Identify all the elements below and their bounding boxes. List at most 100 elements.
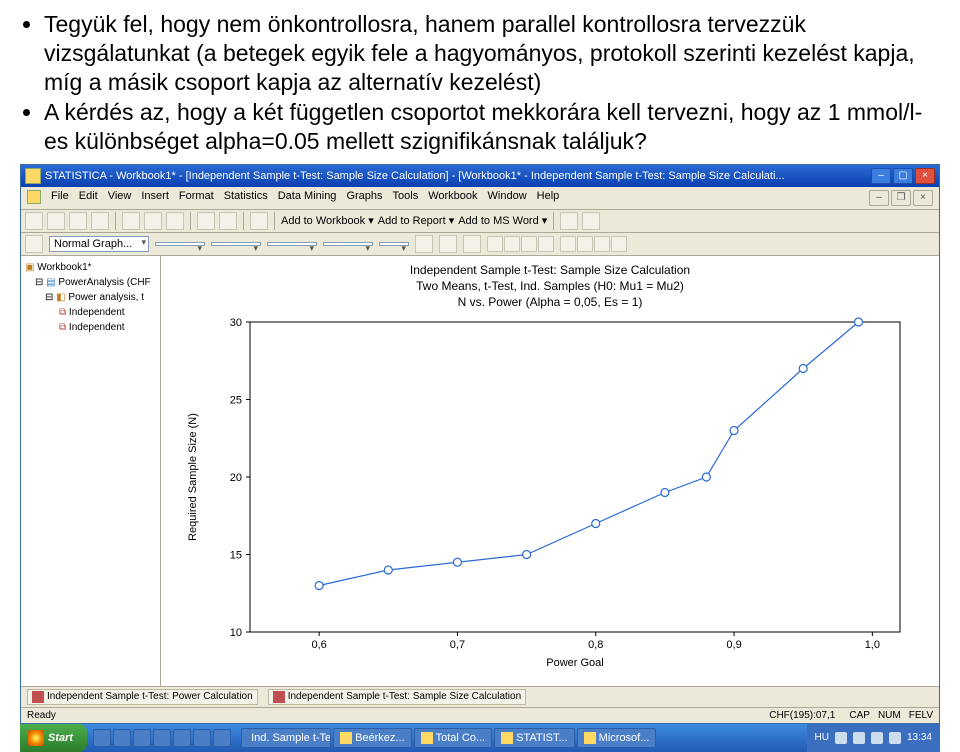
dd3[interactable] bbox=[211, 242, 261, 246]
status-chf: CHF(195):07,1 bbox=[769, 710, 835, 721]
menu-statistics[interactable]: Statistics bbox=[224, 190, 268, 206]
menu-edit[interactable]: Edit bbox=[79, 190, 98, 206]
tree-root[interactable]: ▣ Workbook1* bbox=[25, 260, 156, 275]
align-r[interactable] bbox=[521, 236, 537, 252]
fmt-a[interactable] bbox=[415, 235, 433, 253]
svg-text:30: 30 bbox=[230, 317, 242, 329]
clock[interactable]: 13:34 bbox=[907, 732, 932, 743]
tree-n1[interactable]: ⊟ ▤ PowerAnalysis (CHF bbox=[25, 275, 156, 290]
dd4[interactable] bbox=[267, 242, 317, 246]
mdi-min[interactable]: – bbox=[869, 190, 889, 206]
svg-text:20: 20 bbox=[230, 472, 242, 484]
style-dropdown[interactable]: Normal Graph... bbox=[49, 236, 149, 252]
start-button[interactable]: Start bbox=[20, 724, 87, 752]
menu-format[interactable]: Format bbox=[179, 190, 214, 206]
tree-n3[interactable]: ⧉ Independent bbox=[25, 305, 156, 320]
task-icon bbox=[340, 732, 352, 744]
tool-save[interactable] bbox=[69, 212, 87, 230]
extra-4[interactable] bbox=[611, 236, 627, 252]
tool-cut[interactable] bbox=[122, 212, 140, 230]
tab-icon bbox=[32, 691, 44, 703]
dd2[interactable] bbox=[155, 242, 205, 246]
add-to-word[interactable]: Add to MS Word ▾ bbox=[458, 214, 547, 227]
menu-help[interactable]: Help bbox=[537, 190, 560, 206]
task-5[interactable]: Microsof... bbox=[577, 728, 657, 748]
svg-text:0,6: 0,6 bbox=[312, 639, 327, 651]
chart-title-3: N vs. Power (Alpha = 0,05, Es = 1) bbox=[161, 294, 939, 310]
ql-3[interactable] bbox=[133, 729, 151, 747]
task-2[interactable]: Beérkez... bbox=[333, 728, 412, 748]
task-buttons: Ind. Sample t-Te... Beérkez... Total Co.… bbox=[237, 728, 806, 748]
align-c[interactable] bbox=[504, 236, 520, 252]
tray-icon-3[interactable] bbox=[871, 732, 883, 744]
mdi-restore[interactable]: ❐ bbox=[891, 190, 911, 206]
lang-indicator[interactable]: HU bbox=[815, 732, 829, 743]
minimize-button[interactable]: – bbox=[871, 168, 891, 184]
ql-6[interactable] bbox=[193, 729, 211, 747]
close-button[interactable]: × bbox=[915, 168, 935, 184]
task-3[interactable]: Total Co... bbox=[414, 728, 493, 748]
tool-find[interactable] bbox=[250, 212, 268, 230]
workbook-tree[interactable]: ▣ Workbook1* ⊟ ▤ PowerAnalysis (CHF ⊟ ◧ … bbox=[21, 256, 161, 686]
status-num: NUM bbox=[878, 710, 901, 721]
ql-7[interactable] bbox=[213, 729, 231, 747]
tray-icon-2[interactable] bbox=[853, 732, 865, 744]
dd5[interactable] bbox=[323, 242, 373, 246]
menu-insert[interactable]: Insert bbox=[141, 190, 169, 206]
ql-4[interactable] bbox=[153, 729, 171, 747]
menu-view[interactable]: View bbox=[108, 190, 132, 206]
menu-window[interactable]: Window bbox=[488, 190, 527, 206]
titlebar: STATISTICA - Workbook1* - [Independent S… bbox=[21, 165, 939, 187]
menu-datamining[interactable]: Data Mining bbox=[278, 190, 337, 206]
maximize-button[interactable]: ▢ bbox=[893, 168, 913, 184]
dd6[interactable] bbox=[379, 242, 409, 246]
chart-svg: 10152025300,60,70,80,91,0Power GoalRequi… bbox=[180, 312, 920, 672]
add-to-report[interactable]: Add to Report ▾ bbox=[378, 214, 454, 227]
ql-2[interactable] bbox=[113, 729, 131, 747]
tool-redo[interactable] bbox=[219, 212, 237, 230]
tool-undo[interactable] bbox=[197, 212, 215, 230]
tree-n4[interactable]: ⧉ Independent bbox=[25, 320, 156, 335]
tree-n2[interactable]: ⊟ ◧ Power analysis, t bbox=[25, 290, 156, 305]
task-4[interactable]: STATIST... bbox=[494, 728, 575, 748]
menu-tools[interactable]: Tools bbox=[393, 190, 419, 206]
extra-3[interactable] bbox=[594, 236, 610, 252]
tab-power-calc[interactable]: Independent Sample t-Test: Power Calcula… bbox=[27, 689, 258, 705]
tool-help[interactable] bbox=[582, 212, 600, 230]
fmt-c[interactable] bbox=[463, 235, 481, 253]
menu-file[interactable]: File bbox=[51, 190, 69, 206]
tool-new[interactable] bbox=[25, 212, 43, 230]
tray-icon-1[interactable] bbox=[835, 732, 847, 744]
menu-graphs[interactable]: Graphs bbox=[346, 190, 382, 206]
ql-5[interactable] bbox=[173, 729, 191, 747]
svg-text:0,9: 0,9 bbox=[726, 639, 741, 651]
bullet-1: Tegyük fel, hogy nem önkontrollosra, han… bbox=[44, 10, 940, 96]
svg-text:Required Sample Size (N): Required Sample Size (N) bbox=[187, 413, 199, 541]
task-icon bbox=[421, 732, 433, 744]
tool-print[interactable] bbox=[91, 212, 109, 230]
task-icon bbox=[501, 732, 513, 744]
statistica-window: STATISTICA - Workbook1* - [Independent S… bbox=[20, 164, 940, 724]
add-to-workbook[interactable]: Add to Workbook ▾ bbox=[281, 214, 374, 227]
mdi-close[interactable]: × bbox=[913, 190, 933, 206]
extra-2[interactable] bbox=[577, 236, 593, 252]
tool-paste[interactable] bbox=[166, 212, 184, 230]
svg-text:0,8: 0,8 bbox=[588, 639, 603, 651]
tool-copy[interactable] bbox=[144, 212, 162, 230]
task-1[interactable]: Ind. Sample t-Te... bbox=[241, 728, 331, 748]
align-l[interactable] bbox=[487, 236, 503, 252]
ql-1[interactable] bbox=[93, 729, 111, 747]
extra-1[interactable] bbox=[560, 236, 576, 252]
tab-samplesize-calc[interactable]: Independent Sample t-Test: Sample Size C… bbox=[268, 689, 526, 705]
menu-workbook[interactable]: Workbook bbox=[428, 190, 477, 206]
chart-title-2: Two Means, t-Test, Ind. Samples (H0: Mu1… bbox=[161, 278, 939, 294]
fmt-icon[interactable] bbox=[25, 235, 43, 253]
chart-title-block: Independent Sample t-Test: Sample Size C… bbox=[161, 256, 939, 313]
fmt-b[interactable] bbox=[439, 235, 457, 253]
tool-zoom[interactable] bbox=[560, 212, 578, 230]
bottom-tabs: Independent Sample t-Test: Power Calcula… bbox=[21, 686, 939, 707]
tray-icon-4[interactable] bbox=[889, 732, 901, 744]
align-j[interactable] bbox=[538, 236, 554, 252]
tool-open[interactable] bbox=[47, 212, 65, 230]
start-orb-icon bbox=[28, 730, 44, 746]
